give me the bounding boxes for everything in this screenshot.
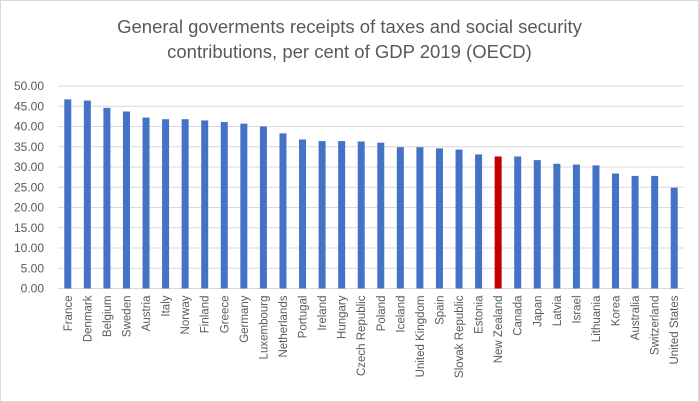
bar-slovak-republic bbox=[455, 149, 463, 289]
bar-czech-republic bbox=[357, 141, 365, 289]
bar-luxembourg bbox=[259, 126, 267, 289]
bar-lithuania bbox=[592, 165, 600, 289]
x-tick-label: Belgium bbox=[102, 296, 114, 338]
x-tick-label: Finland bbox=[200, 296, 212, 334]
bar-denmark bbox=[83, 100, 91, 289]
y-tick-label: 40.00 bbox=[14, 120, 44, 134]
x-tick-label: Sweden bbox=[121, 296, 133, 338]
bar-hungary bbox=[338, 141, 346, 289]
x-tick-label: United States bbox=[669, 295, 681, 364]
x-tick-label: Iceland bbox=[395, 296, 407, 333]
x-tick-label: Switzerland bbox=[650, 296, 662, 355]
bar-new-zealand bbox=[494, 156, 502, 289]
bar-netherlands bbox=[279, 133, 287, 289]
bar-estonia bbox=[475, 154, 483, 289]
bar-ireland bbox=[318, 141, 326, 289]
bar-austria bbox=[142, 117, 150, 289]
x-tick-label: Italy bbox=[161, 295, 173, 316]
y-tick-label: 25.00 bbox=[14, 180, 44, 194]
x-tick-label: Poland bbox=[376, 296, 388, 332]
x-tick-label: Lithuania bbox=[591, 295, 603, 342]
y-tick-label: 50.00 bbox=[14, 79, 44, 93]
x-tick-label: Hungary bbox=[337, 295, 349, 339]
bar-australia bbox=[631, 175, 639, 289]
x-tick-label: United Kingdom bbox=[415, 296, 427, 378]
x-tick-label: Austria bbox=[141, 295, 153, 331]
bar-greece bbox=[220, 122, 228, 289]
x-tick-label: Israel bbox=[571, 296, 583, 324]
x-tick-label: Canada bbox=[513, 295, 525, 336]
chart-title-line1: General goverments receipts of taxes and… bbox=[117, 16, 582, 37]
x-tick-label: Australia bbox=[630, 295, 642, 340]
bar-sweden bbox=[122, 111, 130, 289]
x-tick-label: Ireland bbox=[317, 296, 329, 331]
x-tick-label: Norway bbox=[180, 295, 192, 334]
bar-canada bbox=[514, 156, 522, 289]
y-tick-label: 30.00 bbox=[14, 160, 44, 174]
bar-japan bbox=[533, 160, 541, 289]
x-tick-label: Slovak Republic bbox=[454, 295, 466, 378]
bar-switzerland bbox=[651, 175, 659, 289]
bar-korea bbox=[612, 173, 620, 289]
bar-united-kingdom bbox=[416, 147, 424, 289]
bar-israel bbox=[572, 164, 580, 289]
y-tick-label: 5.00 bbox=[21, 261, 45, 275]
bar-spain bbox=[435, 148, 443, 289]
x-tick-label: New Zealand bbox=[493, 296, 505, 364]
y-tick-label: 10.00 bbox=[14, 241, 44, 255]
bar-portugal bbox=[299, 139, 307, 289]
x-tick-label: Japan bbox=[532, 296, 544, 327]
y-tick-label: 45.00 bbox=[14, 99, 44, 113]
x-tick-label: Denmark bbox=[82, 295, 94, 342]
y-tick-label: 15.00 bbox=[14, 221, 44, 235]
bar-germany bbox=[240, 123, 248, 289]
y-tick-label: 35.00 bbox=[14, 140, 44, 154]
x-tick-label: Netherlands bbox=[278, 295, 290, 357]
y-tick-label: 20.00 bbox=[14, 201, 44, 215]
x-tick-label: Czech Republic bbox=[356, 295, 368, 376]
x-tick-label: Spain bbox=[434, 296, 446, 325]
x-tick-label: Germany bbox=[239, 295, 251, 343]
y-tick-label: 0.00 bbox=[21, 282, 45, 296]
x-tick-label: Estonia bbox=[474, 295, 486, 334]
x-tick-label: France bbox=[63, 296, 75, 332]
chart-title-line2: contributions, per cent of GDP 2019 (OEC… bbox=[167, 41, 532, 62]
x-tick-label: Luxembourg bbox=[258, 296, 270, 360]
bar-iceland bbox=[396, 147, 404, 289]
chart-title: General goverments receipts of taxes and… bbox=[0, 14, 699, 64]
bar-united-states bbox=[670, 187, 678, 289]
x-tick-label: Latvia bbox=[552, 295, 564, 326]
bar-france bbox=[64, 99, 72, 289]
bar-poland bbox=[377, 142, 385, 289]
x-tick-label: Greece bbox=[219, 296, 231, 334]
bar-norway bbox=[181, 119, 189, 289]
x-tick-label: Portugal bbox=[298, 296, 310, 339]
bar-italy bbox=[162, 119, 170, 289]
bar-latvia bbox=[553, 163, 561, 289]
bar-belgium bbox=[103, 107, 111, 289]
bar-finland bbox=[201, 120, 209, 289]
x-tick-label: Korea bbox=[611, 295, 623, 326]
